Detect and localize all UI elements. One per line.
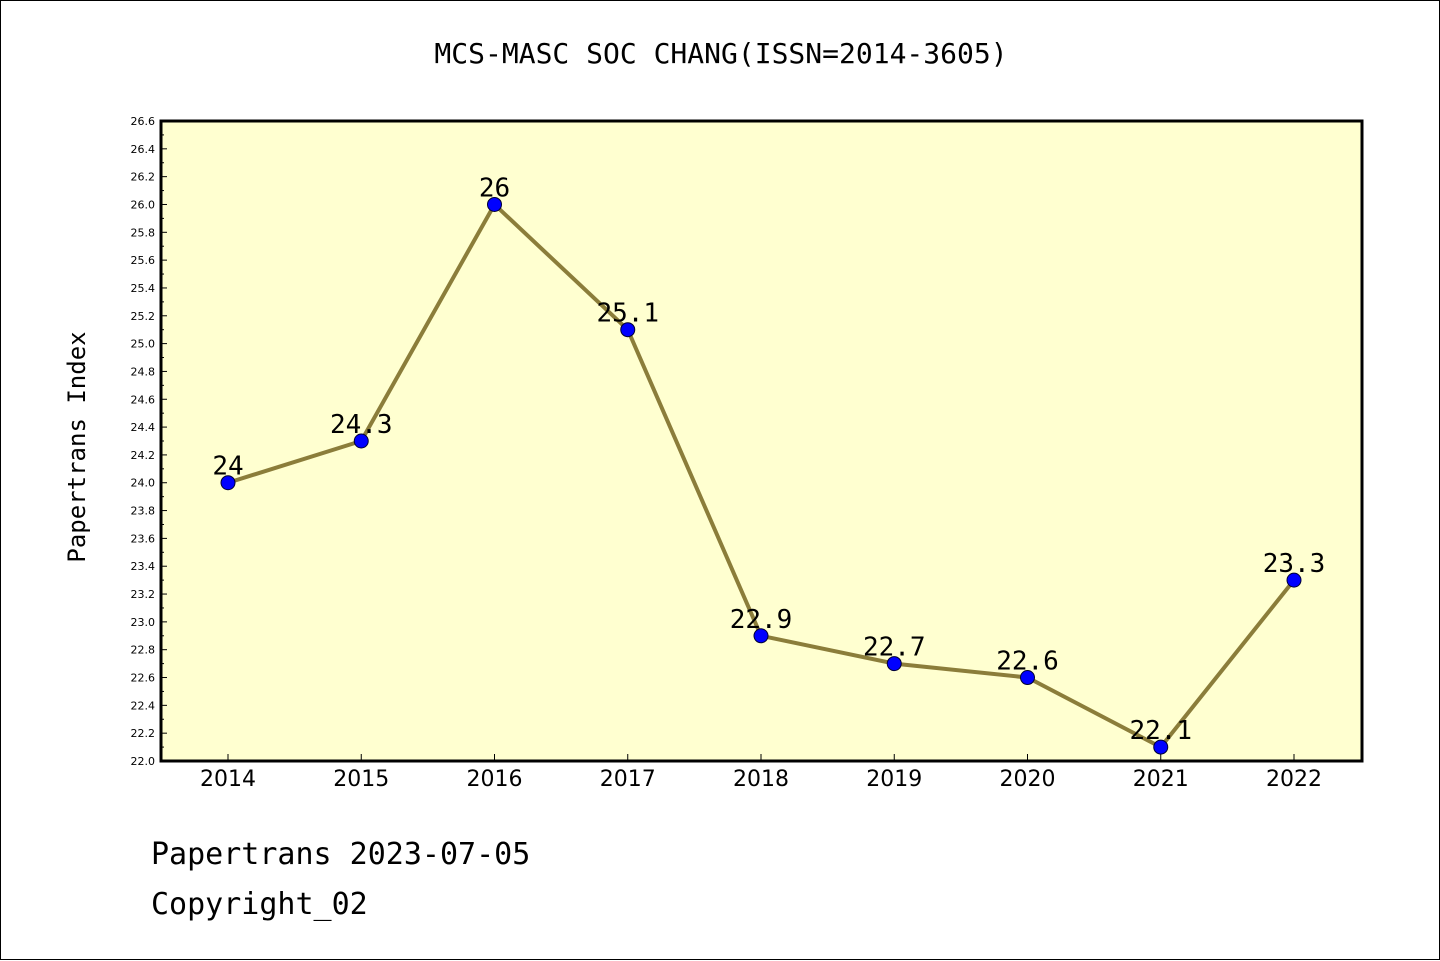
- x-tick-label: 2021: [1133, 767, 1189, 792]
- x-tick-label: 2015: [333, 767, 389, 792]
- data-label: 23.3: [1263, 549, 1326, 579]
- y-tick-label: 24.0: [131, 477, 156, 490]
- y-tick-label: 24.6: [131, 393, 156, 406]
- data-label: 22.1: [1129, 716, 1192, 746]
- y-tick-label: 22.2: [131, 727, 156, 740]
- data-label: 24: [212, 452, 243, 482]
- y-tick-label: 26.0: [131, 198, 156, 211]
- x-axis-ticks: 2014 2015 2016 2017 2018 2019 2020 2021 2022: [200, 754, 1322, 792]
- plot-background: [161, 121, 1362, 761]
- data-label: 22.7: [863, 633, 926, 663]
- y-tick-label: 23.6: [131, 532, 156, 545]
- y-tick-label: 23.0: [131, 616, 156, 629]
- y-tick-label: 22.0: [131, 755, 156, 768]
- data-point: [753, 628, 769, 644]
- data-point: [353, 433, 369, 449]
- data-label: 26: [479, 173, 510, 203]
- y-tick-label: 24.2: [131, 449, 156, 462]
- y-tick-label: 26.6: [131, 115, 156, 128]
- y-tick-label: 22.8: [131, 644, 156, 657]
- y-tick-label: 25.6: [131, 254, 156, 267]
- data-label: 22.9: [730, 605, 793, 635]
- x-tick-label: 2020: [1000, 767, 1056, 792]
- data-point: [220, 475, 236, 491]
- footer-date: Papertrans 2023-07-05: [151, 837, 531, 872]
- x-tick-label: 2018: [733, 767, 789, 792]
- y-axis-ticks: 22.0 22.2 22.4 22.6 22.8 23.0 23.2 23.4 23.6 23.8…: [131, 115, 167, 768]
- x-tick-label: 2022: [1266, 767, 1322, 792]
- y-tick-label: 23.4: [131, 560, 156, 573]
- data-point: [620, 322, 636, 338]
- y-tick-label: 26.2: [131, 171, 156, 184]
- data-point: [886, 656, 902, 672]
- markers-group: [220, 196, 1302, 755]
- y-tick-label: 24.4: [131, 421, 156, 434]
- y-tick-label: 26.4: [131, 143, 156, 156]
- y-tick-label: 22.4: [131, 699, 156, 712]
- y-tick-label: 24.8: [131, 365, 156, 378]
- x-tick-label: 2019: [866, 767, 922, 792]
- data-label: 25.1: [596, 299, 659, 329]
- y-tick-label: 25.8: [131, 226, 156, 239]
- x-tick-label: 2014: [200, 767, 256, 792]
- y-tick-label: 22.6: [131, 672, 156, 685]
- y-tick-label: 25.4: [131, 282, 156, 295]
- y-tick-label: 23.8: [131, 505, 156, 518]
- data-label: 22.6: [996, 647, 1059, 677]
- data-labels-group: 24 24.3 26 25.1 22.9 22.7 22.6 22.1 23.3: [212, 173, 1325, 746]
- data-label: 24.3: [330, 410, 393, 440]
- footer-copyright: Copyright_02: [151, 887, 368, 922]
- data-point: [1286, 572, 1302, 588]
- chart-title: MCS-MASC SOC CHANG(ISSN=2014-3605): [434, 37, 1008, 70]
- data-point: [1020, 670, 1035, 686]
- y-tick-label: 25.2: [131, 310, 156, 323]
- data-point: [487, 196, 502, 212]
- x-tick-label: 2017: [600, 767, 656, 792]
- y-tick-label: 25.0: [131, 338, 156, 351]
- plot-border: [159, 119, 1364, 763]
- data-point: [1153, 739, 1169, 755]
- y-tick-label: 23.2: [131, 588, 156, 601]
- x-tick-label: 2016: [467, 767, 523, 792]
